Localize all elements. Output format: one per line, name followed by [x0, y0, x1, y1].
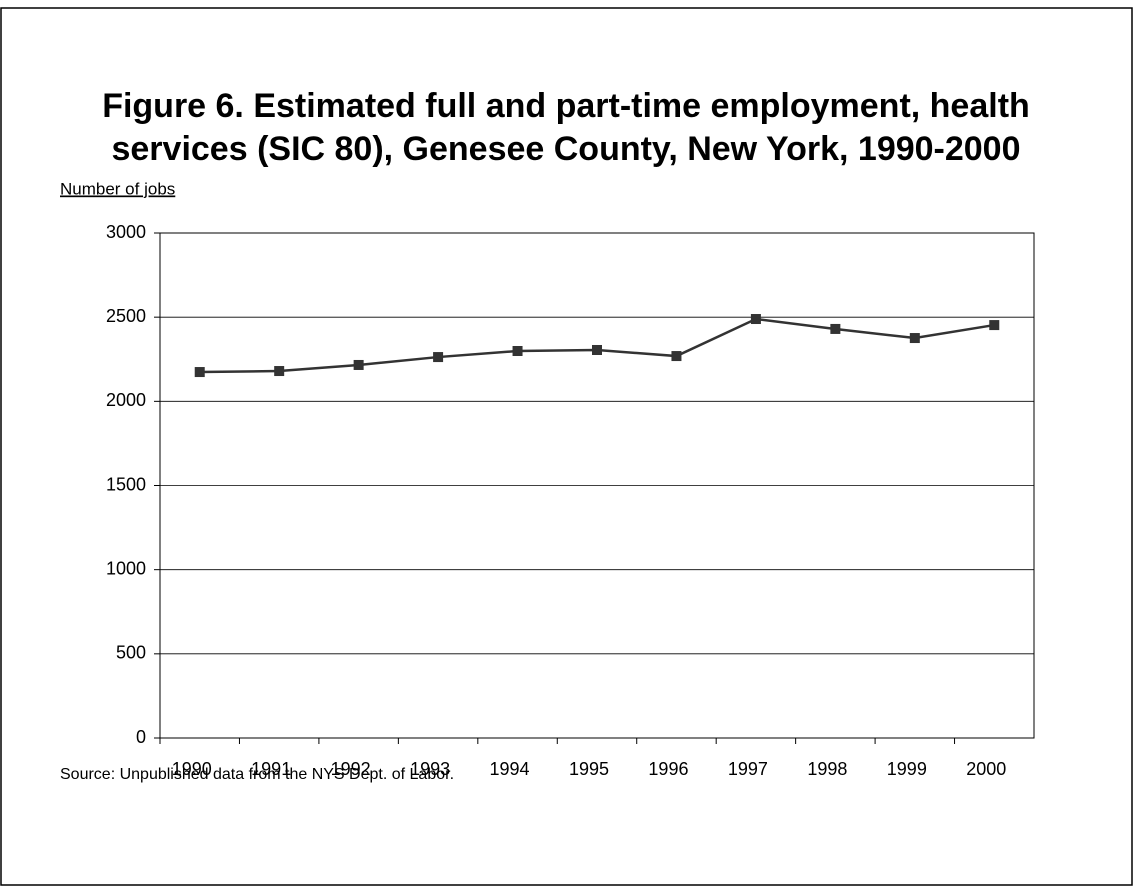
x-tick-label: 1992	[331, 759, 371, 779]
data-point	[274, 366, 285, 377]
data-point	[353, 359, 364, 370]
source-note: Source: Unpublished data from the NYS De…	[60, 766, 454, 783]
x-tick-label: 1997	[728, 759, 768, 779]
x-tick-label: 2000	[966, 759, 1006, 779]
y-tick-label: 500	[116, 643, 146, 663]
x-tick-label: 1996	[648, 759, 688, 779]
data-point	[194, 367, 205, 378]
data-point	[830, 323, 841, 334]
chart-title: Figure 6. Estimated full and part-time e…	[102, 87, 1030, 125]
y-axis-label: Number of jobs	[60, 179, 175, 198]
x-tick-label: 1990	[172, 759, 212, 779]
y-tick-label: 2500	[106, 306, 146, 326]
data-point	[750, 314, 761, 325]
chart-title: services (SIC 80), Genesee County, New Y…	[111, 130, 1020, 168]
x-tick-label: 1995	[569, 759, 609, 779]
x-tick-label: 1994	[490, 759, 530, 779]
y-tick-label: 3000	[106, 222, 146, 242]
data-point	[989, 320, 1000, 331]
x-tick-label: 1998	[807, 759, 847, 779]
x-tick-label: 1991	[251, 759, 291, 779]
data-point	[433, 352, 444, 363]
y-tick-label: 0	[136, 727, 146, 747]
y-tick-label: 1000	[106, 558, 146, 578]
data-point	[512, 346, 523, 357]
x-tick-label: 1993	[410, 759, 450, 779]
data-point	[909, 333, 920, 344]
x-tick-label: 1999	[887, 759, 927, 779]
data-point	[592, 344, 602, 355]
frame	[0, 7, 1133, 886]
y-tick-label: 1500	[106, 474, 146, 494]
data-point	[671, 351, 682, 362]
y-tick-label: 2000	[106, 390, 146, 410]
